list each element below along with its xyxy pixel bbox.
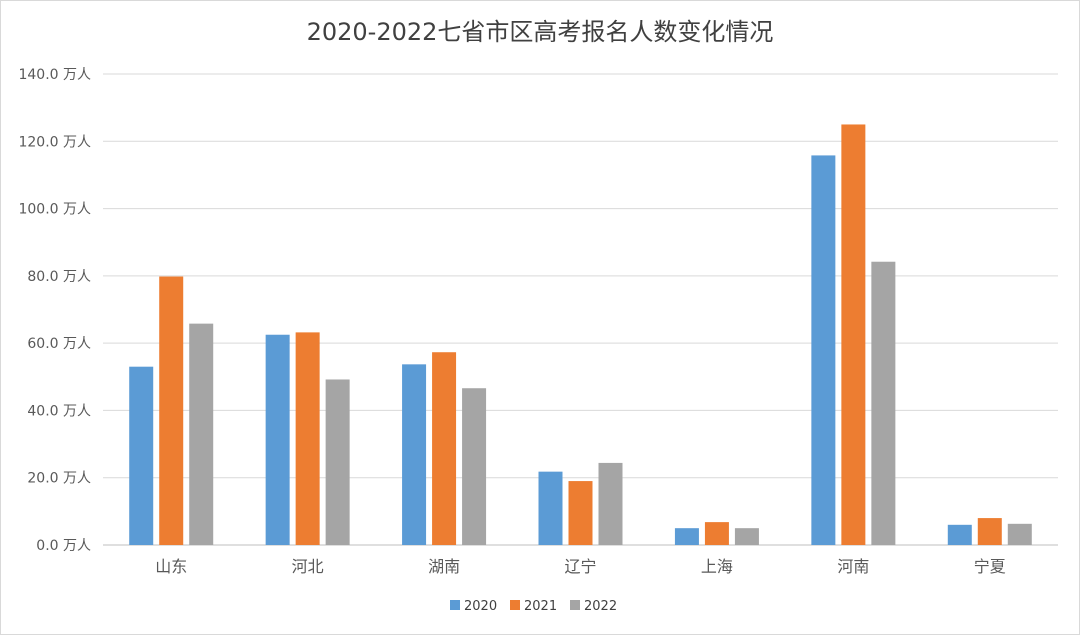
legend-swatch [570, 600, 580, 610]
bar-2022 [734, 528, 759, 545]
bar-2020 [947, 524, 972, 545]
bar-2022 [189, 323, 214, 545]
bar-2022 [871, 261, 896, 545]
bar-2020 [811, 155, 836, 545]
bar-2021 [432, 352, 457, 545]
legend-label: 2020 [464, 599, 497, 614]
bar-2020 [129, 366, 154, 545]
bar-2021 [159, 276, 184, 545]
y-tick-label: 20.0 万人 [27, 471, 91, 487]
x-tick-label: 河北 [292, 557, 324, 576]
bar-2021 [295, 332, 320, 545]
x-tick-label: 河南 [837, 557, 869, 576]
bar-2020 [674, 528, 699, 545]
x-tick-label: 湖南 [428, 557, 460, 576]
chart-title: 2020-2022七省市区高考报名人数变化情况 [307, 18, 774, 46]
y-tick-label: 100.0 万人 [18, 202, 91, 218]
y-tick-label: 60.0 万人 [27, 336, 91, 352]
gridlines [103, 73, 1058, 546]
y-axis: 0.0 万人 20.0 万人 40.0 万人 60.0 万人 80.0 万人 100.0 … [18, 67, 91, 554]
legend: 2020 2021 2022 [450, 599, 617, 614]
bar-2022 [598, 462, 623, 545]
legend-label: 2022 [584, 599, 617, 614]
legend-label: 2021 [524, 599, 557, 614]
y-tick-label: 40.0 万人 [27, 403, 91, 419]
x-axis: 山东 河北 湖南 辽宁 上海 河南 宁夏 [155, 557, 1006, 576]
legend-swatch [450, 600, 460, 610]
bar-2020 [265, 334, 290, 545]
bar-2020 [538, 471, 563, 545]
bar-2022 [325, 379, 350, 545]
bar-2021 [841, 124, 866, 545]
y-tick-label: 80.0 万人 [27, 269, 91, 285]
y-tick-label: 120.0 万人 [18, 134, 91, 150]
bar-2021 [568, 481, 593, 545]
y-tick-label: 0.0 万人 [36, 538, 91, 554]
bars [129, 124, 1032, 545]
bar-2021 [704, 522, 729, 545]
x-tick-label: 宁夏 [974, 557, 1006, 576]
bar-2022 [1007, 523, 1032, 545]
x-tick-label: 上海 [701, 557, 733, 576]
x-tick-label: 辽宁 [564, 557, 596, 576]
legend-swatch [510, 600, 520, 610]
y-tick-label: 140.0 万人 [18, 67, 91, 83]
bar-2021 [977, 518, 1002, 545]
bar-2022 [462, 388, 487, 545]
x-tick-label: 山东 [155, 557, 187, 576]
bar-2020 [402, 364, 427, 545]
